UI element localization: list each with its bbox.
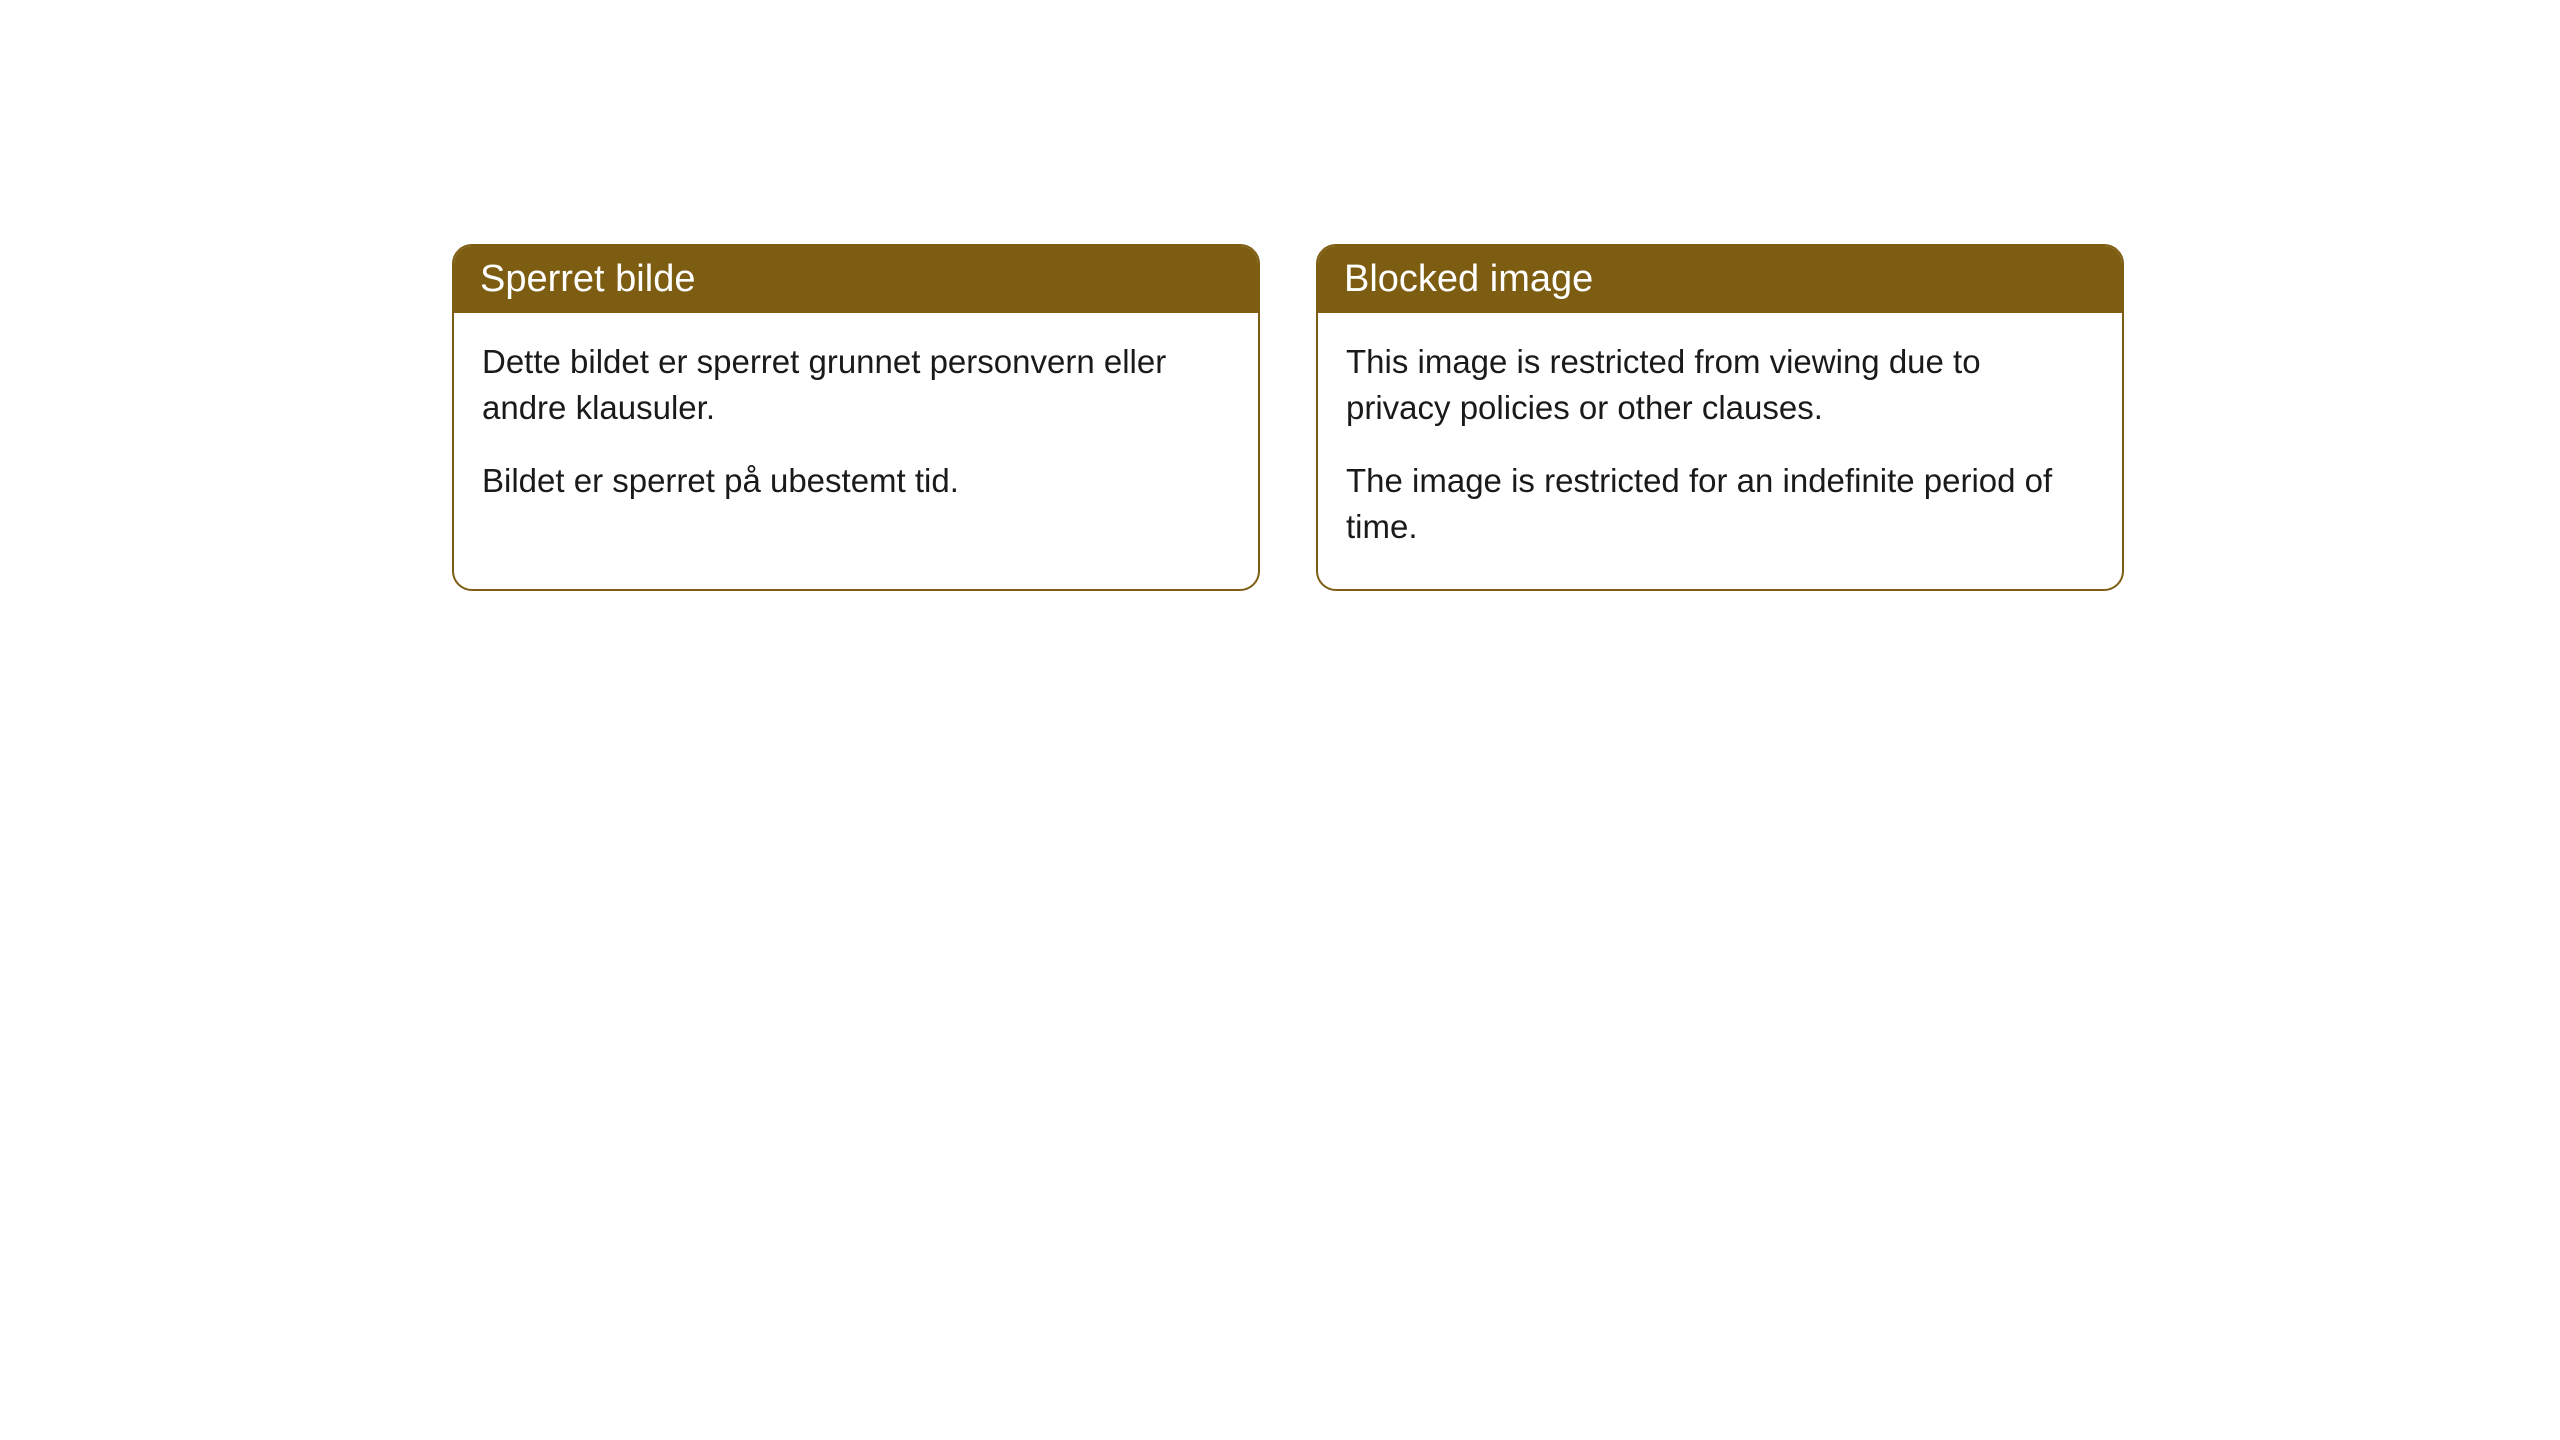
panel-paragraph-en-1: This image is restricted from viewing du… bbox=[1346, 339, 2094, 430]
blocked-image-panel-no: Sperret bilde Dette bildet er sperret gr… bbox=[452, 244, 1260, 591]
panel-header-en: Blocked image bbox=[1318, 246, 2122, 313]
panel-body-no: Dette bildet er sperret grunnet personve… bbox=[454, 313, 1258, 544]
panel-paragraph-en-2: The image is restricted for an indefinit… bbox=[1346, 458, 2094, 549]
panel-paragraph-no-2: Bildet er sperret på ubestemt tid. bbox=[482, 458, 1230, 504]
panels-container: Sperret bilde Dette bildet er sperret gr… bbox=[0, 0, 2560, 591]
panel-paragraph-no-1: Dette bildet er sperret grunnet personve… bbox=[482, 339, 1230, 430]
blocked-image-panel-en: Blocked image This image is restricted f… bbox=[1316, 244, 2124, 591]
panel-header-no: Sperret bilde bbox=[454, 246, 1258, 313]
panel-body-en: This image is restricted from viewing du… bbox=[1318, 313, 2122, 589]
